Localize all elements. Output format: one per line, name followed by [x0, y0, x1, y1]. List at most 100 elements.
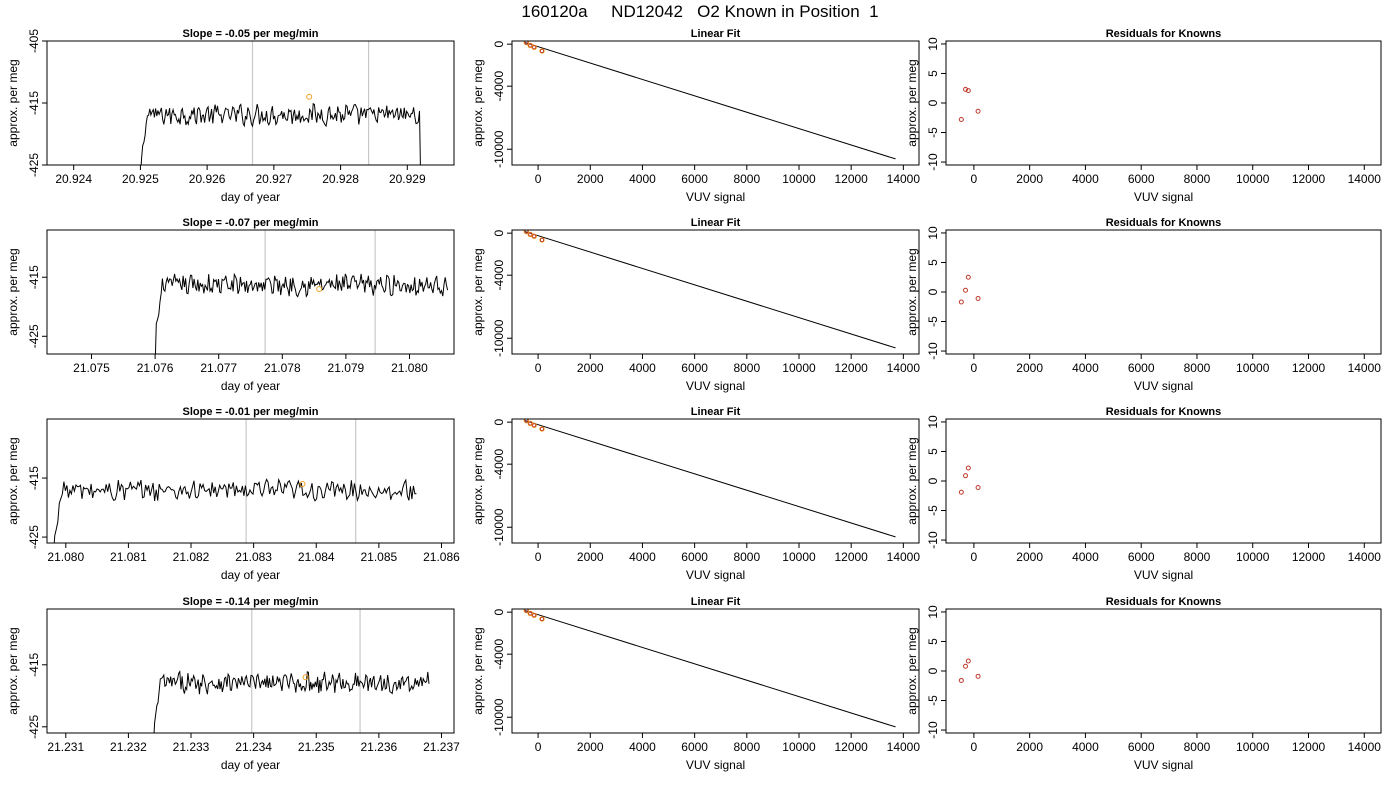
y-axis-label: approx. per meg — [6, 437, 20, 524]
y-tick-label: -415 — [27, 652, 41, 676]
x-axis-label: day of year — [221, 758, 280, 772]
x-axis-label: VUV signal — [686, 568, 745, 582]
plot-frame — [511, 608, 920, 734]
x-tick-label: 12000 — [1292, 361, 1326, 375]
x-tick-label: 2000 — [577, 172, 604, 186]
x-tick-label: 2000 — [577, 361, 604, 375]
x-tick-label: 0 — [535, 740, 542, 754]
data-point — [963, 86, 969, 92]
y-tick-label: -10 — [926, 342, 940, 360]
x-axis-label: day of year — [221, 568, 280, 582]
data-point-inner — [524, 419, 529, 423]
y-axis-label: approx. per meg — [905, 248, 919, 335]
y-tick-label: -4000 — [492, 71, 506, 102]
plot-frame — [945, 229, 1382, 355]
x-tick-label: 8000 — [1184, 550, 1211, 564]
y-tick-label: 0 — [492, 40, 506, 47]
data-point-inner — [540, 426, 545, 431]
x-tick-label: 4000 — [629, 740, 656, 754]
y-tick-label: 0 — [926, 477, 940, 484]
y-axis-label: approx. per meg — [471, 59, 485, 146]
x-tick-label: 2000 — [1016, 172, 1043, 186]
data-point — [965, 88, 971, 94]
y-tick-label: -10000 — [492, 319, 506, 357]
chart-title: Slope = -0.01 per meg/min — [182, 406, 318, 418]
x-tick-label: 0 — [971, 172, 978, 186]
x-tick-label: 12000 — [834, 740, 868, 754]
x-tick-label: 8000 — [733, 172, 760, 186]
data-point — [958, 117, 964, 123]
x-tick-label: 6000 — [1128, 172, 1155, 186]
x-tick-label: 12000 — [834, 361, 868, 375]
chart-panel: Linear Fit 0 2000 4000 6000 8000 10000 12000 140… — [471, 28, 920, 204]
y-tick-label: 5 — [926, 448, 940, 455]
y-tick-label: 0 — [492, 608, 506, 615]
data-point — [958, 299, 964, 305]
chart-panel: Slope = -0.05 per meg/min 20.924 20.925 20.… — [6, 28, 455, 204]
page-title: 160120a ND12042 O2 Known in Position 1 — [521, 2, 879, 21]
x-axis-label: VUV signal — [686, 379, 745, 393]
chart-panel: Slope = -0.01 per meg/min 21.080 21.081 21.… — [6, 406, 460, 582]
x-axis-label: VUV signal — [1134, 190, 1193, 204]
plot-frame — [46, 229, 455, 355]
y-tick-label: 0 — [926, 99, 940, 106]
x-tick-label: 4000 — [629, 172, 656, 186]
x-tick-label: 6000 — [681, 550, 708, 564]
x-tick-label: 14000 — [1348, 172, 1382, 186]
x-tick-label: 21.077 — [200, 361, 237, 375]
x-tick-label: 14000 — [887, 740, 921, 754]
data-point — [531, 422, 537, 429]
x-tick-label: 21.235 — [298, 740, 335, 754]
y-tick-label: 0 — [926, 288, 940, 295]
y-tick-label: -415 — [27, 265, 41, 289]
plot-frame — [511, 418, 920, 544]
x-tick-label: 21.082 — [173, 550, 210, 564]
y-tick-label: 10 — [926, 37, 940, 51]
data-point — [975, 484, 981, 490]
x-tick-label: 21.076 — [137, 361, 174, 375]
data-point-inner — [532, 234, 537, 239]
plot-area — [958, 658, 981, 683]
x-tick-label: 12000 — [834, 172, 868, 186]
y-tick-label: 0 — [926, 667, 940, 674]
x-tick-label: 21.237 — [423, 740, 460, 754]
x-tick-label: 14000 — [887, 550, 921, 564]
x-tick-label: 4000 — [1072, 550, 1099, 564]
fit-line — [524, 42, 896, 160]
y-tick-label: -405 — [27, 29, 41, 53]
x-tick-label: 6000 — [681, 740, 708, 754]
x-tick-label: 0 — [971, 550, 978, 564]
x-tick-label: 10000 — [782, 740, 816, 754]
x-tick-label: 21.078 — [264, 361, 301, 375]
y-tick-label: 5 — [926, 70, 940, 77]
x-tick-label: 20.926 — [189, 172, 226, 186]
data-point-inner — [528, 232, 533, 237]
y-tick-label: -425 — [27, 525, 41, 549]
mean-marker — [306, 93, 313, 100]
x-axis-label: VUV signal — [686, 758, 745, 772]
x-axis-label: VUV signal — [1134, 568, 1193, 582]
x-tick-label: 4000 — [629, 550, 656, 564]
x-tick-label: 20.928 — [322, 172, 359, 186]
data-point-inner — [532, 423, 537, 428]
data-point-inner — [524, 230, 529, 234]
x-tick-label: 14000 — [887, 361, 921, 375]
y-axis-label: approx. per meg — [471, 437, 485, 524]
x-tick-label: 10000 — [1236, 550, 1270, 564]
mean-marker — [302, 674, 309, 681]
data-point-inner — [540, 616, 545, 621]
x-tick-label: 0 — [535, 361, 542, 375]
x-tick-label: 6000 — [1128, 361, 1155, 375]
y-tick-label: 5 — [926, 259, 940, 266]
data-point — [539, 237, 545, 243]
data-point — [963, 473, 969, 479]
data-point — [958, 677, 964, 683]
data-point-inner — [524, 41, 529, 45]
data-point — [975, 673, 981, 679]
y-tick-label: -10000 — [492, 508, 506, 546]
y-tick-label: -4000 — [492, 449, 506, 480]
x-tick-label: 2000 — [1016, 740, 1043, 754]
x-tick-label: 6000 — [1128, 740, 1155, 754]
